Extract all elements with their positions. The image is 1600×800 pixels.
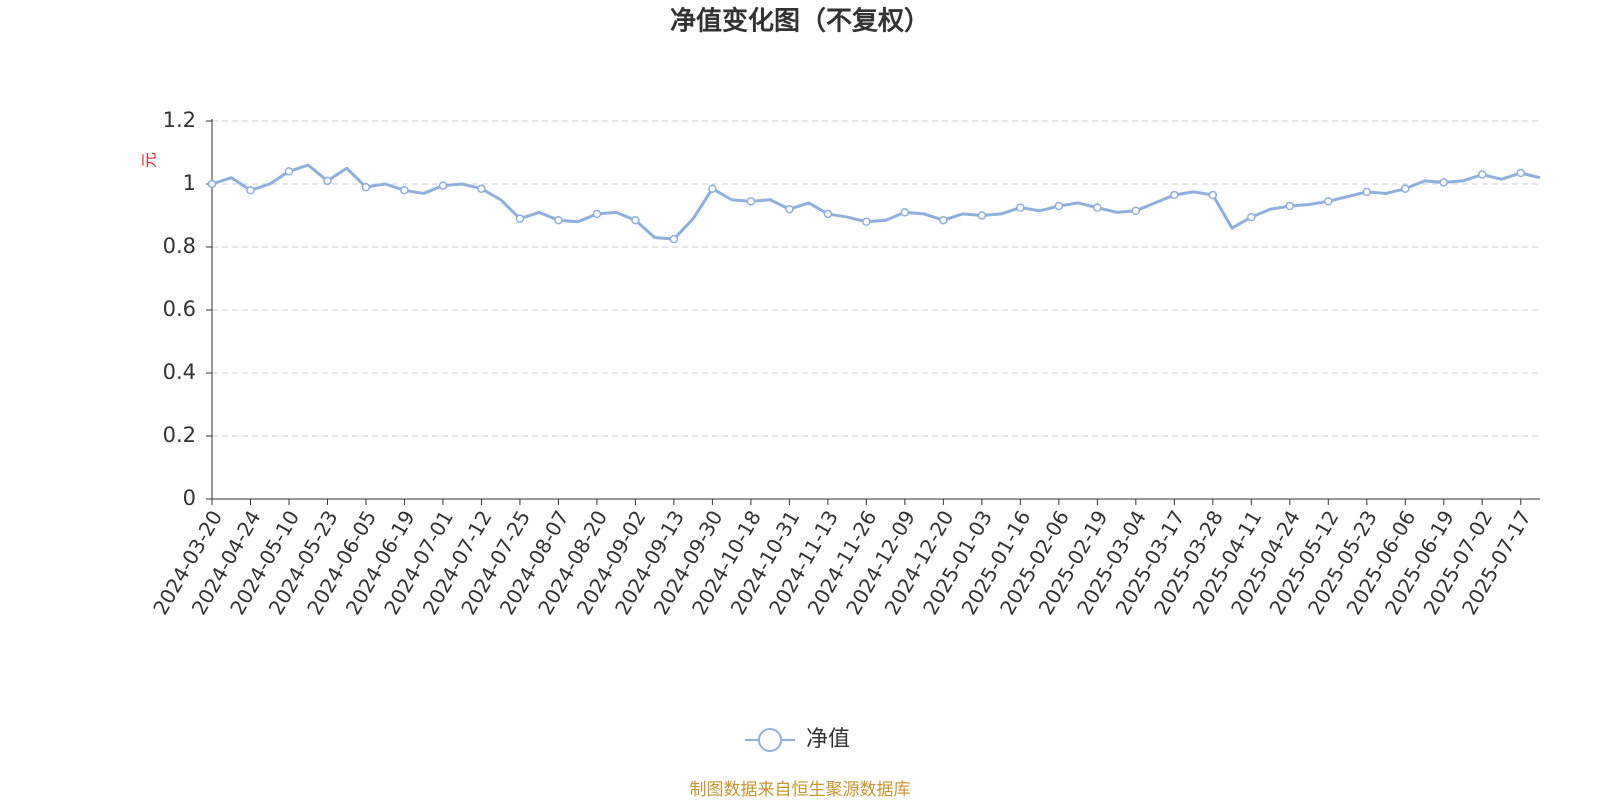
point-marker — [1285, 201, 1295, 211]
y-tick-label: 0.2 — [163, 423, 196, 447]
point-marker — [1324, 197, 1333, 206]
point-marker — [900, 208, 910, 217]
point-marker — [1093, 203, 1102, 212]
legend-label: 净值 — [806, 727, 850, 752]
point-marker — [746, 197, 756, 206]
y-tick-label: 1 — [183, 171, 196, 195]
point-marker — [1170, 190, 1179, 200]
point-marker — [823, 209, 833, 219]
point-marker — [515, 214, 525, 223]
point-marker — [669, 234, 679, 244]
y-tick-label: 0 — [183, 486, 196, 510]
point-marker — [284, 167, 294, 176]
point-marker — [1478, 170, 1487, 179]
point-marker — [708, 184, 717, 193]
legend-marker — [758, 728, 782, 752]
point-marker — [862, 217, 871, 227]
y-tick-label: 1.2 — [163, 108, 196, 132]
point-marker — [1401, 184, 1410, 193]
y-axis-label: 元 — [140, 152, 159, 168]
point-marker — [785, 204, 794, 214]
point-marker — [1131, 206, 1141, 216]
chart-title: 净值变化图（不复权） — [670, 6, 930, 37]
point-marker — [400, 186, 409, 195]
point-marker — [1247, 212, 1256, 222]
point-marker — [1054, 201, 1064, 211]
point-marker — [246, 186, 255, 195]
series-line — [211, 163, 1541, 241]
point-marker — [477, 184, 486, 193]
point-marker — [1208, 190, 1218, 200]
y-tick-label: 0.4 — [163, 360, 196, 384]
point-marker — [323, 176, 332, 186]
point-marker — [438, 181, 448, 190]
source-note: 制图数据来自恒生聚源数据库 — [690, 780, 911, 800]
point-marker — [554, 215, 563, 225]
point-marker — [631, 215, 640, 225]
point-marker — [1439, 178, 1449, 187]
point-marker — [939, 215, 948, 225]
point-marker — [592, 209, 602, 219]
point-marker — [207, 179, 217, 189]
point-marker — [1362, 187, 1372, 197]
y-tick-label: 0.8 — [163, 234, 196, 258]
point-marker — [361, 182, 371, 192]
point-marker — [1016, 203, 1025, 212]
y-tick-label: 0.6 — [163, 297, 196, 321]
point-marker — [977, 211, 987, 220]
point-marker — [1516, 168, 1526, 178]
